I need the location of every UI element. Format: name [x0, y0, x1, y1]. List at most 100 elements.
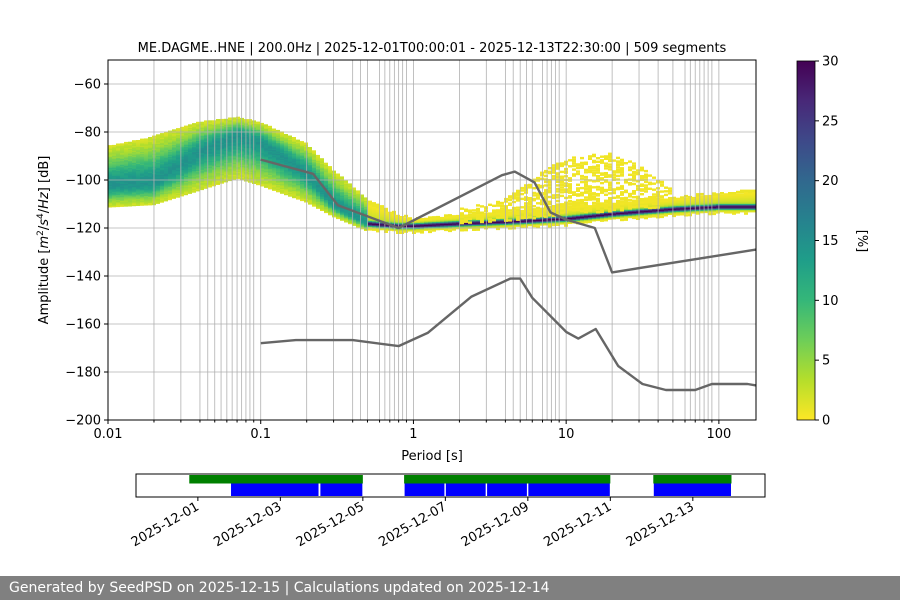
- heatmap-cell: [336, 207, 340, 210]
- heatmap-cell: [604, 206, 608, 210]
- heatmap-cell: [580, 174, 584, 178]
- heatmap-cell: [596, 177, 600, 180]
- heatmap-cell: [352, 187, 356, 190]
- heatmap-cell: [556, 175, 560, 179]
- heatmap-cell: [268, 148, 272, 151]
- heatmap-cell: [256, 139, 260, 142]
- heatmap-cell: [124, 197, 128, 200]
- heatmap-cell: [356, 191, 360, 194]
- heatmap-cell: [536, 178, 540, 181]
- heatmap-cell: [644, 173, 648, 176]
- heatmap-cell: [300, 141, 304, 144]
- heatmap-cell: [624, 189, 628, 192]
- heatmap-cell: [516, 196, 520, 200]
- heatmap-cell: [508, 198, 512, 202]
- heatmap-cell: [296, 181, 300, 184]
- heatmap-cell: [384, 207, 388, 211]
- heatmap-cell: [544, 180, 548, 184]
- heatmap-cell: [200, 154, 204, 157]
- heatmap-cell: [296, 193, 300, 196]
- heatmap-cell: [164, 142, 168, 145]
- heatmap-cell: [512, 196, 516, 199]
- heatmap-cell: [360, 216, 364, 219]
- heatmap-cell: [172, 170, 176, 173]
- heatmap-cell: [588, 155, 592, 158]
- heatmap-cell: [192, 147, 196, 150]
- heatmap-cell: [540, 174, 544, 177]
- heatmap-cell: [308, 156, 312, 159]
- heatmap-cell: [420, 227, 424, 230]
- heatmap-cell: [132, 140, 136, 143]
- heatmap-cell: [308, 180, 312, 183]
- heatmap-cell: [628, 201, 632, 204]
- heatmap-cell: [620, 187, 624, 190]
- heatmap-cell: [136, 140, 140, 143]
- heatmap-cell: [584, 201, 588, 205]
- heatmap-cell: [584, 203, 588, 206]
- heatmap-cell: [560, 218, 564, 221]
- heatmap-cell: [672, 199, 676, 202]
- heatmap-cell: [600, 177, 604, 180]
- heatmap-cell: [580, 156, 584, 160]
- heatmap-cell: [616, 168, 620, 172]
- heatmap-cell: [588, 166, 592, 169]
- heatmap-cell: [316, 204, 320, 207]
- heatmap-cell: [292, 140, 296, 143]
- heatmap-cell: [464, 220, 468, 223]
- heatmap-cell: [168, 154, 172, 157]
- heatmap-cell: [592, 171, 596, 175]
- heatmap-cell: [632, 164, 636, 168]
- heatmap-cell: [636, 199, 640, 202]
- heatmap-cell: [540, 222, 544, 225]
- heatmap-cell: [652, 202, 656, 206]
- heatmap-cell: [408, 219, 412, 222]
- heatmap-cell: [236, 117, 240, 121]
- heatmap-cell: [592, 165, 596, 169]
- heatmap-cell: [272, 150, 276, 153]
- heatmap-cell: [160, 157, 164, 160]
- heatmap-cell: [560, 183, 564, 187]
- heatmap-cell: [324, 183, 328, 186]
- heatmap-cell: [216, 170, 220, 173]
- heatmap-cell: [300, 177, 304, 180]
- heatmap-cell: [208, 161, 212, 164]
- heatmap-cell: [612, 211, 616, 214]
- heatmap-cell: [164, 166, 168, 169]
- heatmap-cell: [648, 181, 652, 184]
- heatmap-cell: [212, 149, 216, 152]
- heatmap-cell: [508, 209, 512, 212]
- heatmap-cell: [584, 175, 588, 179]
- heatmap-cell: [260, 172, 264, 175]
- heatmap-cell: [228, 163, 232, 166]
- heatmap-cell: [348, 220, 352, 223]
- heatmap-cell: [136, 191, 140, 194]
- heatmap-cell: [352, 191, 356, 194]
- heatmap-cell: [608, 197, 612, 200]
- heatmap-cell: [224, 118, 228, 122]
- heatmap-cell: [612, 196, 616, 199]
- heatmap-cell: [508, 212, 512, 215]
- heatmap-cell: [524, 224, 528, 227]
- heatmap-cell: [464, 218, 468, 221]
- heatmap-cell: [280, 162, 284, 165]
- heatmap-cell: [176, 146, 180, 149]
- heatmap-cell: [644, 190, 648, 193]
- heatmap-cell: [524, 191, 528, 194]
- heatmap-cell: [460, 212, 464, 215]
- heatmap-cell: [168, 190, 172, 193]
- heatmap-cell: [180, 155, 184, 158]
- heatmap-cell: [336, 173, 340, 176]
- heatmap-cell: [572, 173, 576, 176]
- heatmap-cell: [136, 197, 140, 200]
- heatmap-cell: [220, 168, 224, 171]
- heatmap-cell: [272, 168, 276, 171]
- heatmap-cell: [416, 220, 420, 223]
- heatmap-cell: [556, 190, 560, 193]
- heatmap-cell: [220, 180, 224, 183]
- heatmap-cell: [428, 216, 432, 219]
- heatmap-cell: [600, 205, 604, 208]
- heatmap-cell: [664, 208, 668, 211]
- heatmap-cell: [268, 172, 272, 175]
- heatmap-cell: [124, 191, 128, 194]
- heatmap-cell: [272, 180, 276, 183]
